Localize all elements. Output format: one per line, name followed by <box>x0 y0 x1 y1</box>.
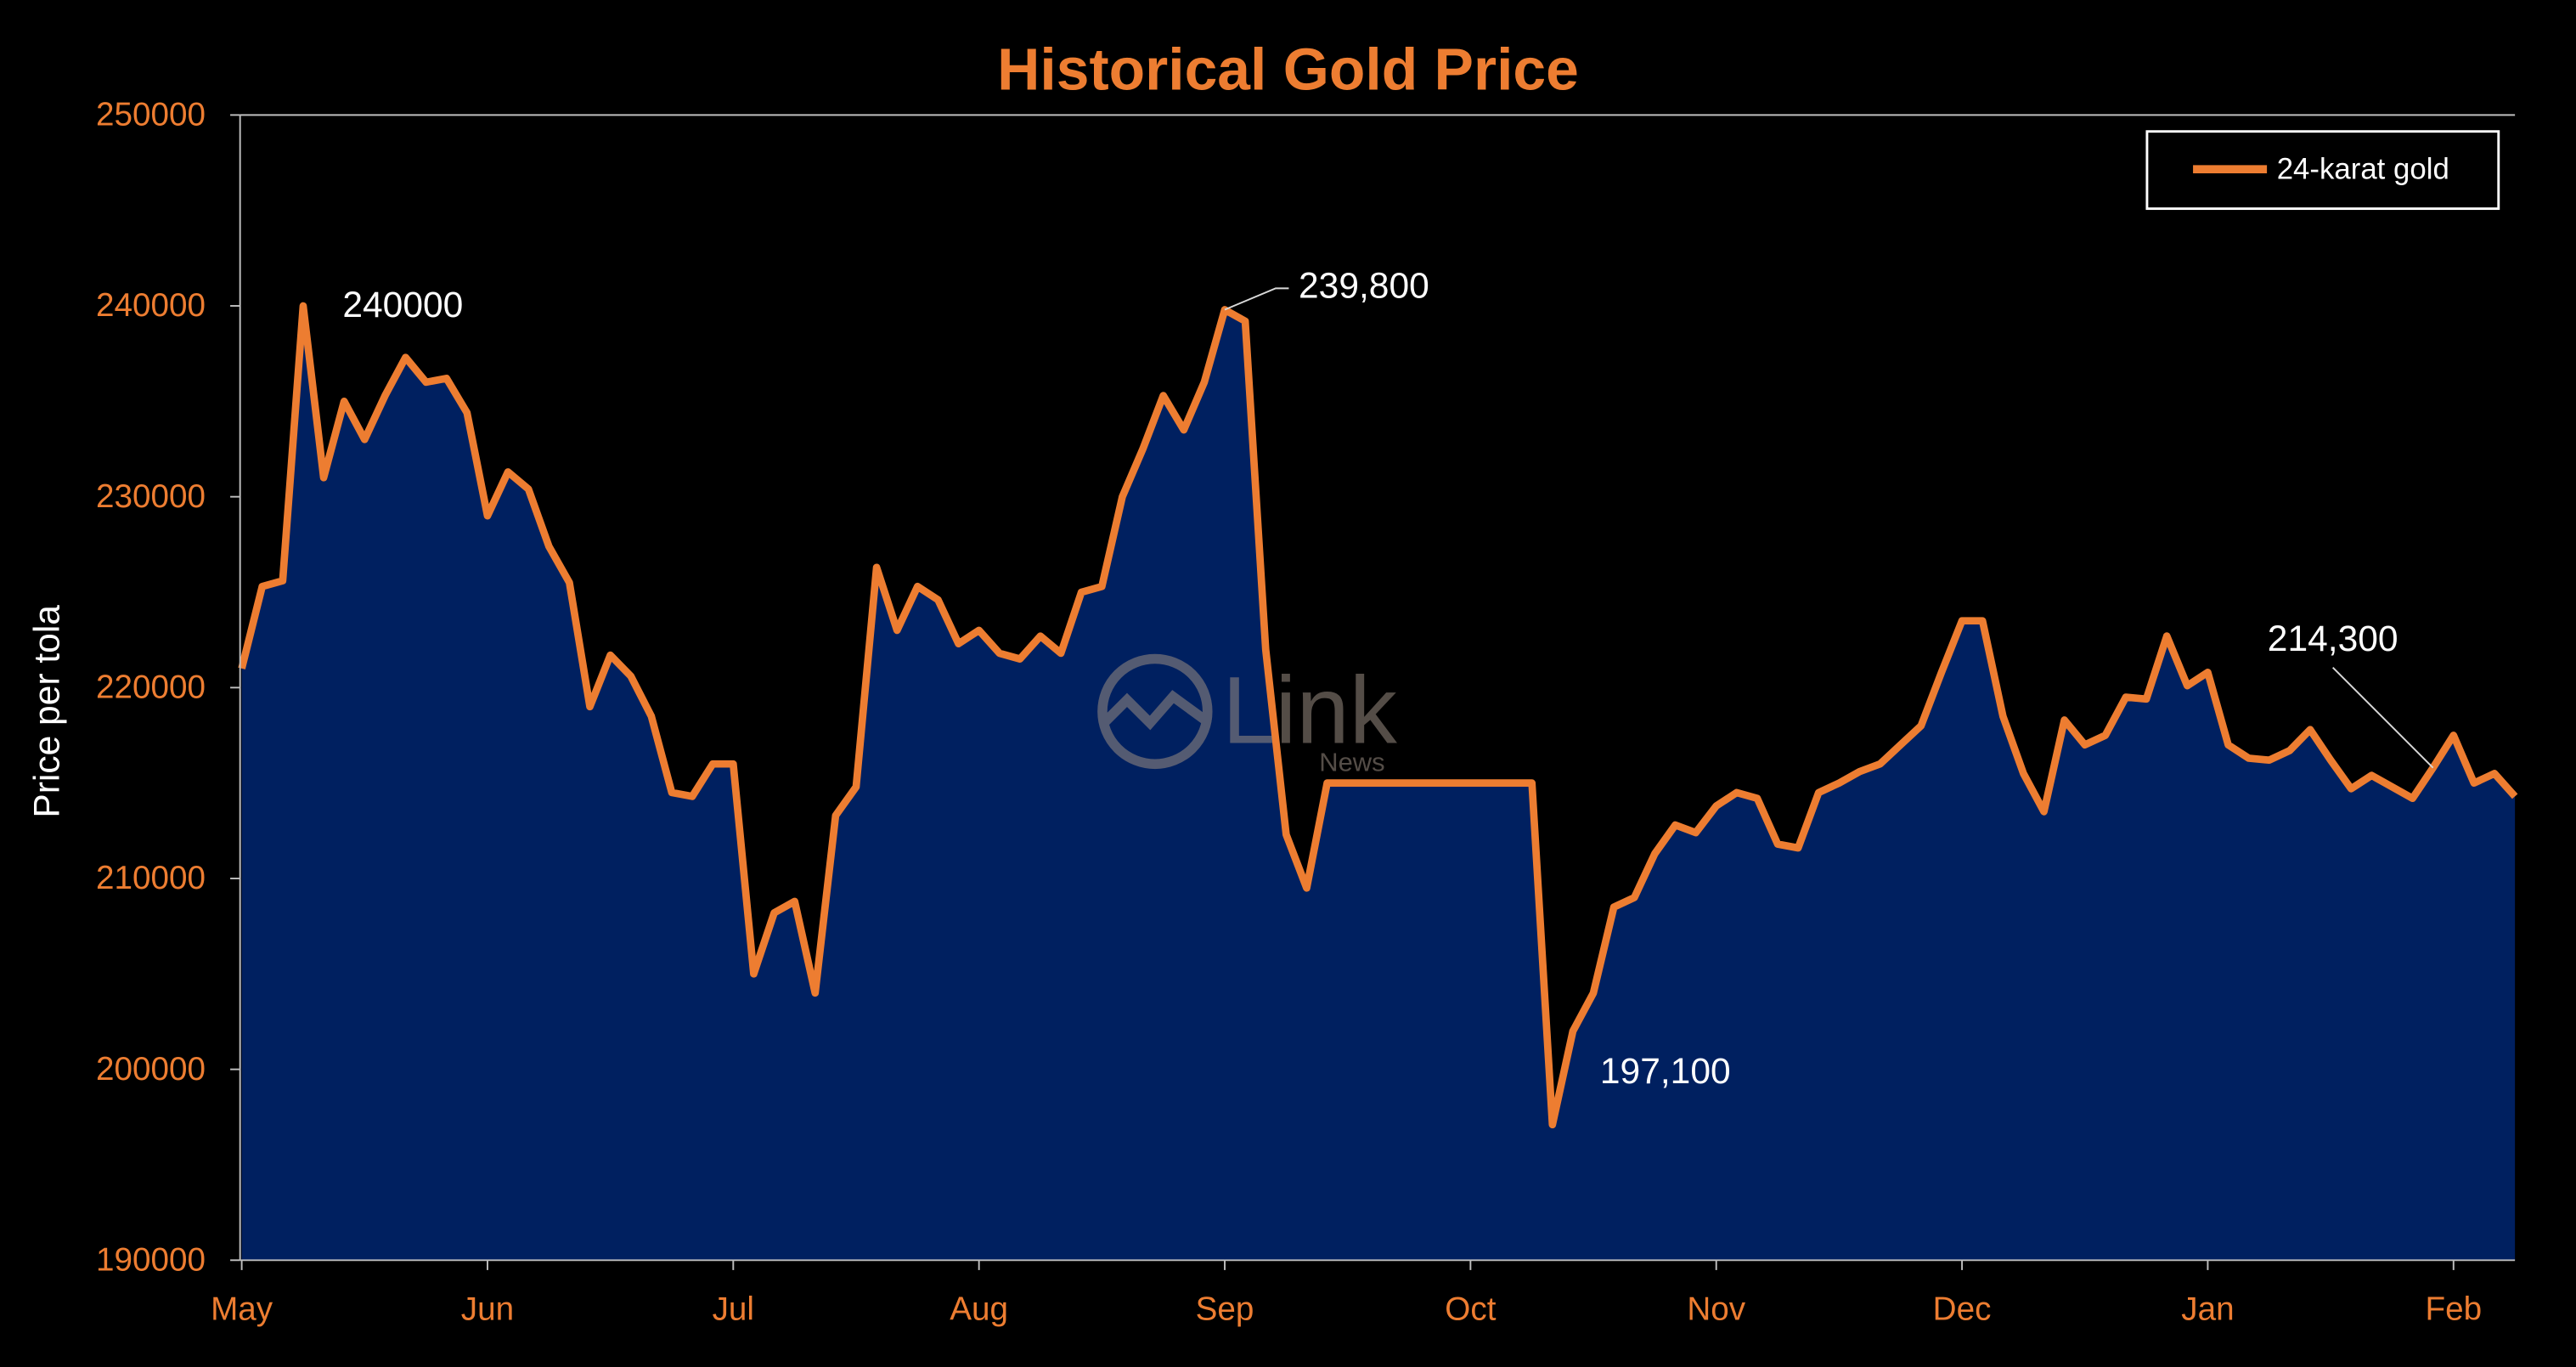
chart-title: Historical Gold Price <box>997 36 1579 102</box>
y-tick-label: 190000 <box>96 1241 206 1278</box>
x-tick-label: Jan <box>2181 1291 2234 1327</box>
legend: 24-karat gold <box>2145 130 2500 211</box>
x-tick-label: Aug <box>950 1291 1008 1327</box>
y-axis-label: Price per tola <box>27 605 68 818</box>
y-tick-label: 250000 <box>96 97 206 133</box>
y-tick-label: 210000 <box>96 860 206 896</box>
y-tick-label: 230000 <box>96 478 206 515</box>
y-tick-label: 220000 <box>96 669 206 705</box>
x-tick-label: Oct <box>1445 1291 1496 1327</box>
plot-area <box>238 302 2518 1261</box>
data-label: 239,800 <box>1299 266 1429 307</box>
y-tick-label: 200000 <box>96 1051 206 1087</box>
x-tick-label: May <box>211 1291 273 1327</box>
data-label: 197,100 <box>1600 1051 1731 1092</box>
watermark-logo <box>1097 653 1213 770</box>
data-label: 240000 <box>342 285 463 325</box>
label-leader <box>2332 667 2434 769</box>
watermark-logo <box>1100 690 1213 731</box>
x-tick-label: Dec <box>1933 1291 1992 1327</box>
label-leader <box>1224 287 1289 311</box>
x-tick-label: Sep <box>1196 1291 1254 1327</box>
x-tick-label: Jul <box>713 1291 754 1327</box>
watermark-subtext: News <box>1319 747 1384 777</box>
watermark-text: Link <box>1222 657 1398 764</box>
y-tick-label: 240000 <box>96 287 206 324</box>
line <box>238 302 2518 1129</box>
x-tick-label: Nov <box>1687 1291 1745 1327</box>
watermark: Link News <box>1097 653 1398 777</box>
legend-label: 24-karat gold <box>2277 152 2449 185</box>
x-tick-label: Jun <box>461 1291 514 1327</box>
x-tick-label: Feb <box>2425 1291 2482 1327</box>
data-label: 214,300 <box>2268 619 2398 659</box>
